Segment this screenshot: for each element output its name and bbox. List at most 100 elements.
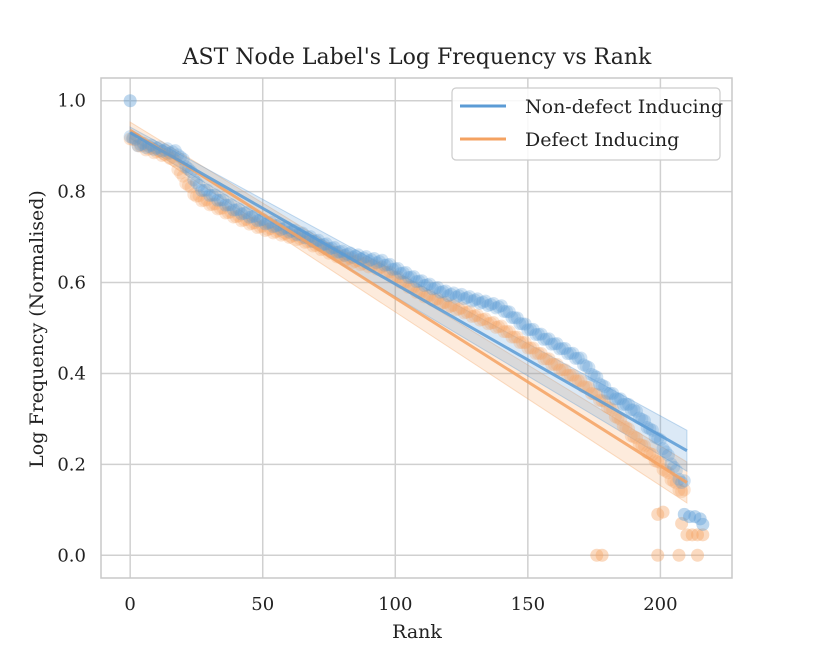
point-defect bbox=[680, 528, 694, 542]
point-defect bbox=[696, 528, 710, 542]
point-non-defect bbox=[237, 206, 251, 220]
point-non-defect bbox=[619, 397, 633, 411]
point-non-defect bbox=[372, 254, 386, 268]
point-defect bbox=[478, 312, 492, 326]
point-non-defect bbox=[569, 351, 583, 365]
point-non-defect bbox=[590, 370, 604, 384]
point-non-defect bbox=[216, 193, 230, 207]
point-defect bbox=[174, 166, 188, 180]
point-non-defect bbox=[513, 317, 527, 331]
point-defect bbox=[139, 143, 153, 157]
point-defect bbox=[219, 206, 233, 220]
point-non-defect bbox=[131, 139, 145, 153]
point-defect bbox=[558, 363, 572, 377]
point-defect bbox=[455, 301, 469, 315]
point-defect bbox=[436, 296, 450, 310]
point-non-defect bbox=[420, 278, 434, 292]
point-non-defect bbox=[356, 251, 370, 265]
point-non-defect bbox=[359, 250, 373, 264]
point-non-defect bbox=[539, 332, 553, 346]
point-defect bbox=[179, 176, 193, 190]
point-non-defect bbox=[197, 183, 211, 197]
point-non-defect bbox=[656, 442, 670, 456]
point-non-defect bbox=[200, 183, 214, 197]
point-non-defect bbox=[502, 305, 516, 319]
x-tick-label: 200 bbox=[643, 594, 677, 615]
point-defect bbox=[624, 429, 638, 443]
point-non-defect bbox=[439, 284, 453, 298]
point-defect bbox=[492, 320, 506, 334]
point-defect bbox=[510, 330, 524, 344]
point-defect bbox=[677, 483, 691, 497]
point-non-defect bbox=[455, 287, 469, 301]
point-defect bbox=[590, 548, 604, 562]
point-non-defect bbox=[606, 386, 620, 400]
point-defect bbox=[224, 205, 238, 219]
point-non-defect bbox=[677, 507, 691, 521]
point-non-defect bbox=[378, 258, 392, 272]
point-defect bbox=[253, 220, 267, 234]
point-non-defect bbox=[470, 292, 484, 306]
point-non-defect bbox=[211, 193, 225, 207]
point-defect bbox=[675, 485, 689, 499]
point-non-defect bbox=[693, 512, 707, 526]
point-defect bbox=[131, 139, 145, 153]
point-defect bbox=[460, 305, 474, 319]
point-non-defect bbox=[402, 271, 416, 285]
point-non-defect bbox=[219, 198, 233, 212]
legend-box bbox=[451, 87, 721, 161]
point-defect bbox=[195, 194, 209, 208]
point-non-defect bbox=[436, 285, 450, 299]
point-defect bbox=[526, 341, 540, 355]
point-defect bbox=[232, 209, 246, 223]
point-defect bbox=[407, 280, 421, 294]
point-non-defect bbox=[659, 445, 673, 459]
point-defect bbox=[473, 313, 487, 327]
point-defect bbox=[545, 357, 559, 371]
scatter-points bbox=[123, 94, 710, 562]
point-non-defect bbox=[203, 188, 217, 202]
point-defect bbox=[134, 139, 148, 153]
point-defect bbox=[208, 197, 222, 211]
point-non-defect bbox=[242, 210, 256, 224]
point-defect bbox=[529, 346, 543, 360]
point-defect bbox=[691, 548, 705, 562]
point-defect bbox=[656, 505, 670, 519]
x-tick-label: 0 bbox=[124, 594, 135, 615]
point-defect bbox=[213, 201, 227, 215]
chart-title: AST Node Label's Log Frequency vs Rank bbox=[182, 45, 652, 70]
point-non-defect bbox=[362, 254, 376, 268]
point-defect bbox=[531, 346, 545, 360]
point-non-defect bbox=[534, 327, 548, 341]
point-defect bbox=[258, 224, 272, 238]
point-defect bbox=[266, 226, 280, 240]
point-non-defect bbox=[521, 323, 535, 337]
point-non-defect bbox=[364, 253, 378, 267]
point-non-defect bbox=[269, 219, 283, 233]
tick-labels: 0 50 100 150 200 0.0 0.2 0.4 0.6 0.8 1.0 bbox=[57, 91, 677, 615]
point-defect bbox=[484, 316, 498, 330]
point-non-defect bbox=[566, 346, 580, 360]
point-defect bbox=[375, 260, 389, 274]
point-defect bbox=[632, 437, 646, 451]
point-defect bbox=[494, 319, 508, 333]
point-non-defect bbox=[221, 198, 235, 212]
point-defect bbox=[672, 483, 686, 497]
point-non-defect bbox=[417, 279, 431, 292]
point-defect bbox=[245, 216, 259, 230]
point-defect bbox=[431, 292, 445, 306]
point-defect bbox=[189, 189, 203, 203]
point-non-defect bbox=[208, 188, 222, 202]
point-defect bbox=[566, 368, 580, 382]
point-defect bbox=[672, 548, 686, 562]
point-non-defect bbox=[537, 332, 551, 346]
point-defect bbox=[261, 223, 275, 237]
point-non-defect bbox=[415, 274, 429, 288]
point-non-defect bbox=[240, 206, 254, 220]
point-defect bbox=[449, 303, 463, 317]
y-tick-label: 0.4 bbox=[57, 363, 86, 384]
point-non-defect bbox=[404, 270, 418, 284]
point-non-defect bbox=[399, 266, 413, 280]
point-non-defect bbox=[561, 347, 575, 361]
point-defect bbox=[619, 421, 633, 435]
